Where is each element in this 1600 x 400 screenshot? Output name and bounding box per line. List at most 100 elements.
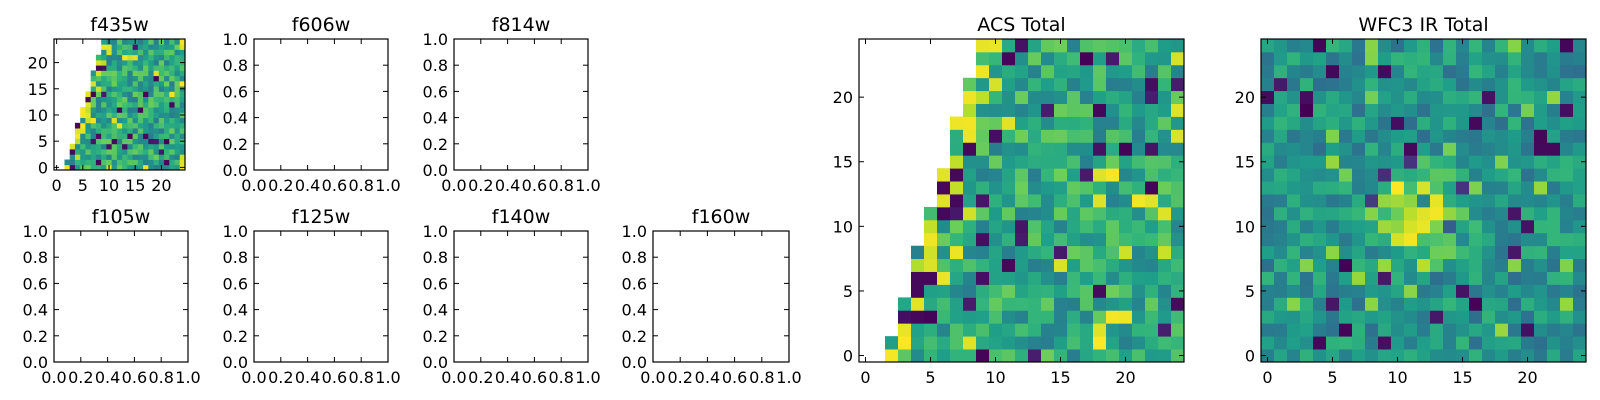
heatmap-cell <box>132 112 139 118</box>
heatmap-cell <box>1080 310 1094 324</box>
heatmap-cell <box>1158 271 1172 285</box>
heatmap-cell <box>1002 155 1016 169</box>
heatmap-cell <box>111 154 118 160</box>
heatmap-cell <box>1158 142 1172 156</box>
heatmap-cell <box>101 133 107 139</box>
heatmap-cell <box>1132 284 1146 298</box>
heatmap-cell <box>1300 219 1314 234</box>
heatmap-cell <box>90 128 97 134</box>
heatmap-cell <box>90 96 97 103</box>
heatmap-cell <box>164 49 170 56</box>
heatmap-cell <box>116 39 123 45</box>
heatmap-cell <box>101 96 107 103</box>
heatmap-cell <box>127 101 133 108</box>
heatmap-cell <box>1326 39 1340 53</box>
heatmap-cell <box>1300 77 1314 92</box>
heatmap-cell <box>950 310 964 324</box>
heatmap-cell <box>1041 129 1055 143</box>
heatmap-cell <box>1041 181 1055 195</box>
heatmap-cell <box>137 107 144 113</box>
heatmap-cell <box>137 149 144 155</box>
heatmap-cell <box>989 90 1003 104</box>
heatmap-cell <box>153 112 160 118</box>
heatmap-cell <box>1547 310 1561 324</box>
heatmap-cell <box>1015 90 1029 104</box>
heatmap-cell <box>1171 310 1185 324</box>
heatmap-cell <box>1287 284 1301 298</box>
heatmap-cell <box>1404 206 1418 221</box>
heatmap-cell <box>1145 39 1159 53</box>
heatmap-cell <box>1365 219 1379 234</box>
heatmap-cell <box>80 138 86 145</box>
heatmap-cell <box>1274 39 1288 53</box>
heatmap-cell <box>153 128 160 134</box>
heatmap-cell <box>1287 64 1301 79</box>
heatmap-cell <box>1287 168 1301 182</box>
x-tick-label: 0.6 <box>522 176 547 195</box>
heatmap-cell <box>1443 64 1457 79</box>
heatmap-cell <box>1119 194 1133 208</box>
heatmap-cell <box>137 154 144 160</box>
heatmap-cell <box>1300 323 1314 337</box>
heatmap-cell <box>122 80 128 87</box>
heatmap-cell <box>1054 258 1068 272</box>
heatmap-cell <box>937 232 951 247</box>
heatmap-cell <box>1274 219 1288 234</box>
heatmap-cell <box>1326 142 1340 156</box>
heatmap-cell <box>1339 90 1353 104</box>
heatmap-cell <box>153 117 160 124</box>
heatmap-cell <box>1041 284 1055 298</box>
heatmap-cell <box>111 164 118 171</box>
y-tick-label: 1.0 <box>223 222 248 241</box>
heatmap-cell <box>1054 245 1068 260</box>
heatmap-cell <box>1002 232 1016 247</box>
x-tick-label: 20 <box>1517 368 1537 387</box>
heatmap-cell <box>1482 90 1496 104</box>
heatmap-cell <box>1521 64 1535 79</box>
heatmap-cell <box>1547 349 1561 363</box>
heatmap-cell <box>1171 168 1185 182</box>
heatmap-cell <box>1365 284 1379 298</box>
subplot-title: f606w <box>292 14 351 36</box>
heatmap-cell <box>90 149 97 155</box>
heatmap-cell <box>1495 349 1509 363</box>
heatmap-cell <box>116 107 123 113</box>
heatmap-cell <box>1352 77 1366 92</box>
heatmap-cell <box>1430 310 1444 324</box>
heatmap-cell <box>1015 116 1029 130</box>
heatmap-cell <box>1469 323 1483 337</box>
heatmap-cell <box>989 349 1003 363</box>
heatmap-cell <box>1300 64 1314 79</box>
x-tick-label: 1.0 <box>375 368 400 387</box>
heatmap-cell <box>90 154 97 160</box>
heatmap-cell <box>937 194 951 208</box>
heatmap-cell <box>85 107 92 113</box>
heatmap-cell <box>74 159 81 166</box>
heatmap-cell <box>1041 155 1055 169</box>
heatmap-cell <box>1300 336 1314 350</box>
heatmap-cell <box>1054 155 1068 169</box>
heatmap-cell <box>106 75 113 82</box>
heatmap-cell <box>169 122 175 129</box>
heatmap-cell <box>1326 232 1340 247</box>
heatmap-cell <box>132 80 139 87</box>
heatmap-cell <box>1080 271 1094 285</box>
heatmap-cell <box>1015 181 1029 195</box>
heatmap-cell <box>1287 51 1301 66</box>
heatmap-cell <box>1404 155 1418 169</box>
heatmap-cell <box>127 80 133 87</box>
heatmap-cell <box>1339 297 1353 311</box>
heatmap-cell <box>143 86 149 92</box>
heatmap-cell <box>1365 310 1379 324</box>
heatmap-cell <box>989 64 1003 79</box>
heatmap-cell <box>1417 90 1431 104</box>
heatmap-cell <box>179 149 186 155</box>
heatmap-cell <box>148 101 154 108</box>
heatmap-cell <box>1287 245 1301 260</box>
heatmap-cell <box>122 154 128 160</box>
heatmap-cell <box>158 44 165 50</box>
heatmap-cell <box>122 75 128 82</box>
heatmap-cell <box>1171 284 1185 298</box>
heatmap-cell <box>1067 129 1081 143</box>
heatmap-cell <box>1365 116 1379 130</box>
